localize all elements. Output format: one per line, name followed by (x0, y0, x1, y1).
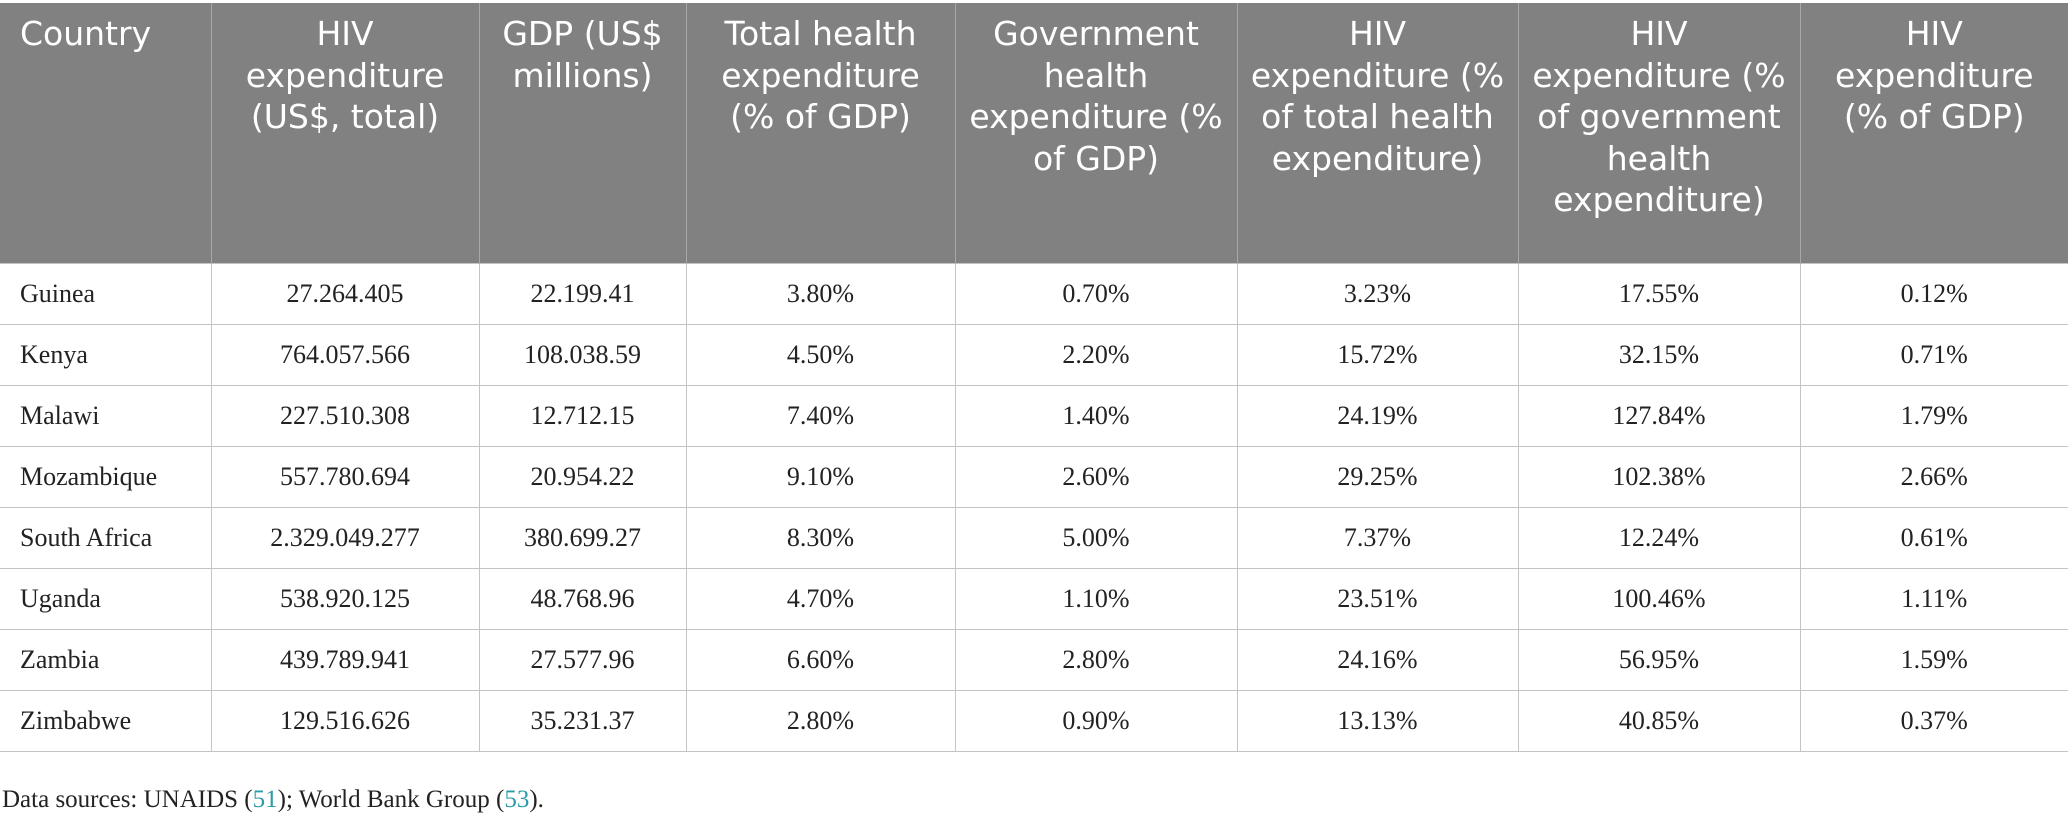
cell-hiv-pct-gdp: 0.12% (1799, 262, 2068, 325)
cell-hiv-pct-total-health: 23.51% (1236, 567, 1519, 630)
cell-total-health-pct: 4.70% (685, 567, 956, 630)
cell-government-health-pct: 0.90% (954, 689, 1238, 752)
cell-hiv-pct-gdp: 2.66% (1799, 445, 2068, 508)
cell-total-health-pct: 2.80% (685, 689, 956, 752)
header-hiv-expenditure-total: HIV expenditure (US$, total) (210, 3, 480, 263)
cell-hiv-pct-gdp: 1.11% (1799, 567, 2068, 630)
note-suffix: ). (529, 786, 544, 813)
cell-gdp: 12.712.15 (478, 384, 687, 447)
cell-country: Kenya (0, 323, 212, 386)
table-header: Country HIV expenditure (US$, total) GDP… (0, 3, 2068, 263)
cell-country: Uganda (0, 567, 212, 630)
cell-hiv-pct-total-health: 29.25% (1236, 445, 1519, 508)
cell-gdp: 380.699.27 (478, 506, 687, 569)
cell-government-health-pct: 0.70% (954, 262, 1238, 325)
cell-hiv-pct-total-health: 24.19% (1236, 384, 1519, 447)
cell-country: Mozambique (0, 445, 212, 508)
cell-total-health-pct: 7.40% (685, 384, 956, 447)
cell-gdp: 48.768.96 (478, 567, 687, 630)
cell-gdp: 35.231.37 (478, 689, 687, 752)
table-row: South Africa 2.329.049.277 380.699.27 8.… (0, 506, 2068, 569)
header-government-health-expenditure: Government health expenditure (% of GDP) (954, 3, 1238, 263)
cell-hiv-pct-government-health: 100.46% (1517, 567, 1801, 630)
cell-country: South Africa (0, 506, 212, 569)
cell-total-health-pct: 9.10% (685, 445, 956, 508)
data-sources-note: Data sources: UNAIDS (51); World Bank Gr… (2, 786, 544, 814)
table-row: Malawi 227.510.308 12.712.15 7.40% 1.40%… (0, 384, 2068, 447)
cell-country: Zambia (0, 628, 212, 691)
cell-hiv-pct-government-health: 127.84% (1517, 384, 1801, 447)
cell-government-health-pct: 1.10% (954, 567, 1238, 630)
cell-hiv-pct-gdp: 0.61% (1799, 506, 2068, 569)
cell-hiv-expenditure: 2.329.049.277 (210, 506, 480, 569)
cell-hiv-pct-gdp: 1.79% (1799, 384, 2068, 447)
reference-link-world-bank[interactable]: 53 (504, 786, 530, 813)
cell-hiv-expenditure: 538.920.125 (210, 567, 480, 630)
cell-total-health-pct: 4.50% (685, 323, 956, 386)
table-row: Guinea 27.264.405 22.199.41 3.80% 0.70% … (0, 262, 2068, 325)
note-prefix: Data sources: UNAIDS ( (2, 786, 253, 813)
cell-country: Malawi (0, 384, 212, 447)
cell-total-health-pct: 8.30% (685, 506, 956, 569)
header-hiv-pct-total-health: HIV expenditure (% of total health expen… (1236, 3, 1519, 263)
cell-government-health-pct: 2.80% (954, 628, 1238, 691)
cell-hiv-pct-total-health: 3.23% (1236, 262, 1519, 325)
cell-hiv-expenditure: 764.057.566 (210, 323, 480, 386)
cell-hiv-expenditure: 439.789.941 (210, 628, 480, 691)
cell-hiv-pct-gdp: 0.37% (1799, 689, 2068, 752)
cell-hiv-pct-total-health: 24.16% (1236, 628, 1519, 691)
table-row: Mozambique 557.780.694 20.954.22 9.10% 2… (0, 445, 2068, 508)
cell-hiv-pct-government-health: 32.15% (1517, 323, 1801, 386)
cell-hiv-pct-gdp: 0.71% (1799, 323, 2068, 386)
cell-country: Zimbabwe (0, 689, 212, 752)
cell-total-health-pct: 6.60% (685, 628, 956, 691)
header-country: Country (0, 3, 212, 263)
cell-gdp: 108.038.59 (478, 323, 687, 386)
cell-hiv-pct-gdp: 1.59% (1799, 628, 2068, 691)
cell-hiv-pct-government-health: 102.38% (1517, 445, 1801, 508)
cell-hiv-expenditure: 227.510.308 (210, 384, 480, 447)
header-total-health-expenditure: Total health expenditure (% of GDP) (685, 3, 956, 263)
cell-hiv-expenditure: 557.780.694 (210, 445, 480, 508)
header-gdp: GDP (US$ millions) (478, 3, 687, 263)
cell-gdp: 27.577.96 (478, 628, 687, 691)
table-row: Kenya 764.057.566 108.038.59 4.50% 2.20%… (0, 323, 2068, 386)
table-row: Uganda 538.920.125 48.768.96 4.70% 1.10%… (0, 567, 2068, 630)
reference-link-unaids[interactable]: 51 (252, 786, 278, 813)
cell-government-health-pct: 5.00% (954, 506, 1238, 569)
table-body: Guinea 27.264.405 22.199.41 3.80% 0.70% … (0, 262, 2068, 752)
hiv-expenditure-table: Country HIV expenditure (US$, total) GDP… (0, 3, 2068, 752)
cell-country: Guinea (0, 262, 212, 325)
cell-government-health-pct: 1.40% (954, 384, 1238, 447)
cell-hiv-pct-government-health: 40.85% (1517, 689, 1801, 752)
header-hiv-pct-gdp: HIV expenditure (% of GDP) (1799, 3, 2068, 263)
cell-hiv-expenditure: 129.516.626 (210, 689, 480, 752)
note-middle: ); World Bank Group ( (277, 786, 505, 813)
cell-hiv-pct-total-health: 7.37% (1236, 506, 1519, 569)
cell-government-health-pct: 2.60% (954, 445, 1238, 508)
table-row: Zambia 439.789.941 27.577.96 6.60% 2.80%… (0, 628, 2068, 691)
cell-gdp: 20.954.22 (478, 445, 687, 508)
header-row: Country HIV expenditure (US$, total) GDP… (0, 3, 2068, 263)
cell-hiv-pct-government-health: 12.24% (1517, 506, 1801, 569)
cell-hiv-pct-total-health: 13.13% (1236, 689, 1519, 752)
table-row: Zimbabwe 129.516.626 35.231.37 2.80% 0.9… (0, 689, 2068, 752)
header-hiv-pct-government-health: HIV expenditure (% of government health … (1517, 3, 1801, 263)
cell-total-health-pct: 3.80% (685, 262, 956, 325)
cell-government-health-pct: 2.20% (954, 323, 1238, 386)
cell-gdp: 22.199.41 (478, 262, 687, 325)
data-table-container: Country HIV expenditure (US$, total) GDP… (0, 3, 2068, 752)
cell-hiv-expenditure: 27.264.405 (210, 262, 480, 325)
cell-hiv-pct-government-health: 56.95% (1517, 628, 1801, 691)
cell-hiv-pct-total-health: 15.72% (1236, 323, 1519, 386)
cell-hiv-pct-government-health: 17.55% (1517, 262, 1801, 325)
